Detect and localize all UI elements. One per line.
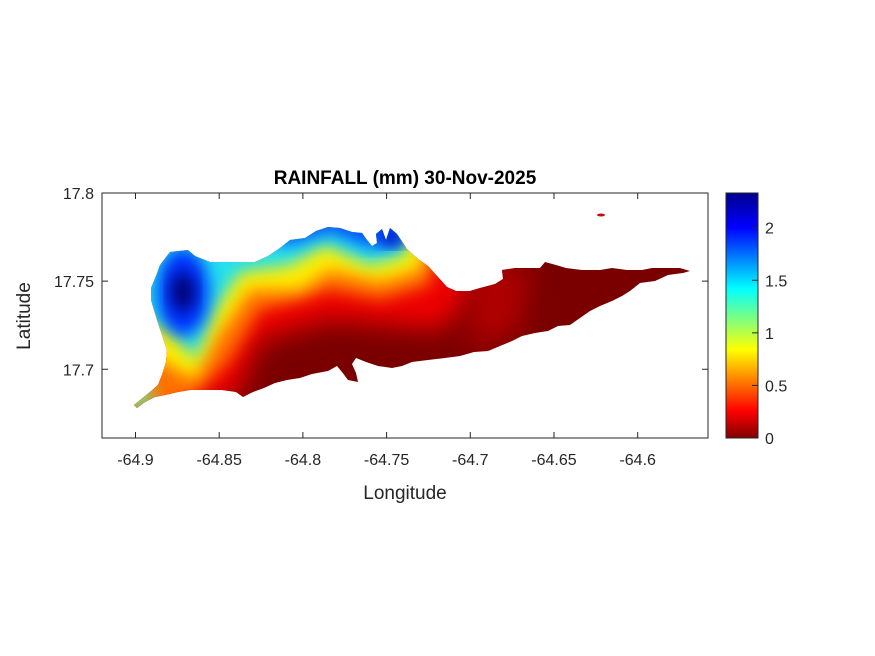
map-field <box>134 227 690 408</box>
x-tick-label: -64.6 <box>619 452 656 469</box>
field-cyan-tip <box>134 385 155 408</box>
x-axis: -64.9 -64.85 -64.8 -64.75 -64.7 -64.65 -64.6 <box>117 193 656 469</box>
colorbar-tick-label: 0 <box>765 431 774 448</box>
x-tick-label: -64.75 <box>364 452 409 469</box>
chart-title: RAINFALL (mm) 30-Nov-2025 <box>274 168 537 189</box>
y-tick-label: 17.7 <box>63 362 94 379</box>
colorbar-tick-label: 1.5 <box>765 273 787 290</box>
field-navy-ne <box>381 230 405 246</box>
colorbar-tick-label: 2 <box>765 221 774 238</box>
colorbar-tick-label: 1 <box>765 326 774 343</box>
x-tick-label: -64.8 <box>285 452 322 469</box>
x-tick-label: -64.65 <box>531 452 576 469</box>
x-tick-label: -64.7 <box>452 452 489 469</box>
y-axis-label: Latitude <box>14 282 35 350</box>
colorbar-gradient <box>725 192 759 439</box>
x-axis-label: Longitude <box>363 483 446 504</box>
field-red-east <box>470 265 530 350</box>
field-navy-core <box>171 272 195 312</box>
colorbar-ticks: 0 0.5 1 1.5 2 <box>752 221 787 448</box>
x-tick-label: -64.9 <box>117 452 154 469</box>
y-tick-label: 17.75 <box>54 274 94 291</box>
axes-box <box>101 192 709 439</box>
colorbar-tick-label: 0.5 <box>765 378 787 395</box>
x-tick-label: -64.85 <box>196 452 241 469</box>
y-axis: 17.7 17.75 17.8 <box>54 186 708 379</box>
islet <box>597 213 605 217</box>
colorbar: 0 0.5 1 1.5 2 <box>725 192 787 448</box>
y-tick-label: 17.8 <box>63 186 94 203</box>
